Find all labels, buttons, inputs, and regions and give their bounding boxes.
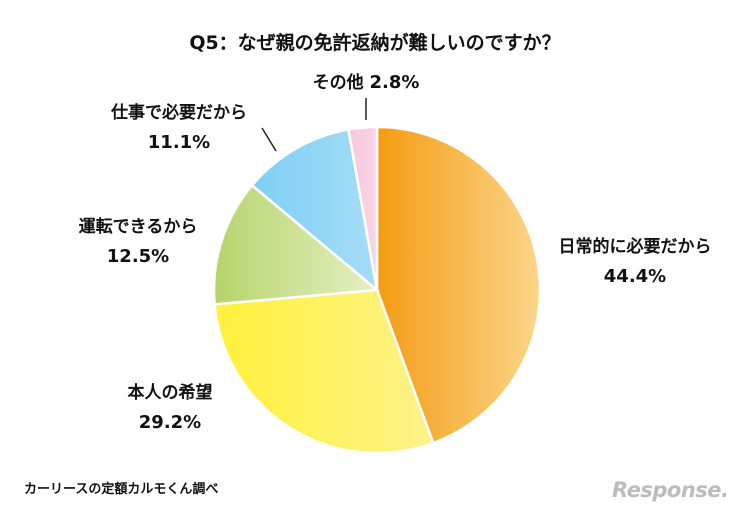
pie-slice-work xyxy=(250,128,379,294)
pie-slice-can-drive xyxy=(212,183,381,306)
slice-label-daily: 日常的に必要だから 44.4% xyxy=(545,232,725,292)
slice-label-other-value: 2.8% xyxy=(369,72,420,93)
slice-label-work-text: 仕事で必要だから xyxy=(111,103,247,123)
slice-label-can-drive: 運転できるから 12.5% xyxy=(58,212,218,272)
slice-label-can-drive-text: 運転できるから xyxy=(78,217,198,237)
slice-label-own-wish-text: 本人の希望 xyxy=(127,383,213,403)
source-note: カーリースの定額カルモくん調べ xyxy=(24,482,219,497)
response-logo: Response. xyxy=(612,478,729,502)
slice-label-own-wish-value: 29.2% xyxy=(138,412,202,433)
slice-label-own-wish: 本人の希望 29.2% xyxy=(110,378,230,438)
slice-label-daily-value: 44.4% xyxy=(603,266,667,287)
slice-label-work: 仕事で必要だから 11.1% xyxy=(94,98,264,158)
slice-label-can-drive-value: 12.5% xyxy=(106,246,170,267)
slice-label-work-value: 11.1% xyxy=(147,132,211,153)
pie-slice-own-wish xyxy=(213,288,435,455)
slice-label-other-text: その他 xyxy=(312,73,364,93)
pie-slice-daily xyxy=(375,125,542,445)
pie-slice-other xyxy=(347,125,379,291)
slice-label-other: その他 2.8% xyxy=(296,68,436,98)
chart-title: Q5：なぜ親の免許返納が難しいのですか？ xyxy=(189,32,561,54)
leader-line-work xyxy=(261,127,277,152)
slice-label-daily-text: 日常的に必要だから xyxy=(558,237,712,257)
